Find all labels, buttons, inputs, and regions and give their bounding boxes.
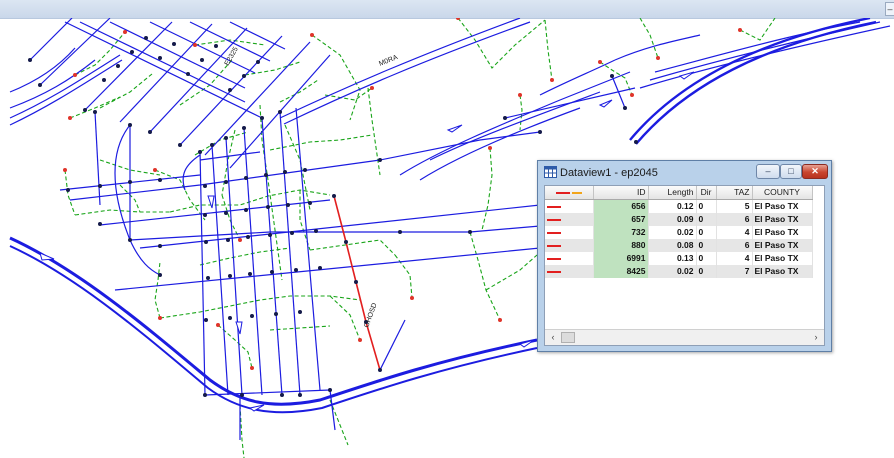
close-button[interactable]: ✕ xyxy=(802,164,828,179)
cell-id[interactable]: 880 xyxy=(593,239,649,252)
table-row[interactable]: 656 0.12 0 5 El Paso TX xyxy=(545,199,813,213)
minimize-button[interactable]: – xyxy=(885,2,894,16)
legend-accent-swatch xyxy=(571,191,582,194)
cell-dir[interactable]: 0 xyxy=(696,252,717,265)
column-header-id[interactable]: ID xyxy=(593,186,649,200)
centroid-connectors xyxy=(64,18,776,458)
cell-taz[interactable]: 5 xyxy=(716,199,753,213)
cell-county[interactable]: El Paso TX xyxy=(752,199,813,213)
cell-id[interactable]: 6991 xyxy=(593,252,649,265)
legend-header[interactable] xyxy=(545,186,594,200)
column-header-dir[interactable]: Dir xyxy=(696,186,717,200)
cell-county[interactable]: El Paso TX xyxy=(752,252,813,265)
row-legend-cell xyxy=(545,252,594,265)
dataview-table: ID Length Dir TAZ COUNTY 656 0.12 0 5 El… xyxy=(545,186,813,278)
cell-taz[interactable]: 7 xyxy=(716,265,753,278)
row-legend-cell xyxy=(545,213,594,226)
column-header-county[interactable]: COUNTY xyxy=(752,186,813,200)
selected-links xyxy=(333,195,381,371)
cell-dir[interactable]: 0 xyxy=(696,265,717,278)
network-nodes xyxy=(28,36,638,397)
map-window-titlebar: – xyxy=(0,0,894,19)
cell-length[interactable]: 0.02 xyxy=(648,226,697,239)
road-label-m0ra: M0RA xyxy=(378,54,399,68)
cell-dir[interactable]: 0 xyxy=(696,199,717,213)
row-line-swatch xyxy=(547,218,561,221)
row-line-swatch xyxy=(547,231,561,234)
horizontal-scrollbar[interactable]: ‹ › xyxy=(545,329,824,345)
cell-county[interactable]: El Paso TX xyxy=(752,213,813,226)
row-legend-cell xyxy=(545,199,594,213)
row-line-swatch xyxy=(547,205,561,208)
row-legend-cell xyxy=(545,226,594,239)
cell-id[interactable]: 656 xyxy=(593,199,649,213)
cell-taz[interactable]: 6 xyxy=(716,213,753,226)
cell-length[interactable]: 0.02 xyxy=(648,265,697,278)
column-header-length[interactable]: Length xyxy=(648,186,697,200)
cell-county[interactable]: El Paso TX xyxy=(752,239,813,252)
table-header-row: ID Length Dir TAZ COUNTY xyxy=(545,186,813,200)
taz-centroids xyxy=(63,18,742,370)
dataview-titlebar[interactable]: Dataview1 - ep2045 – □ ✕ xyxy=(538,161,831,185)
dataview-window[interactable]: Dataview1 - ep2045 – □ ✕ ID Length Dir T… xyxy=(537,160,832,352)
dataview-grid[interactable]: ID Length Dir TAZ COUNTY 656 0.12 0 5 El… xyxy=(544,185,825,346)
table-row[interactable]: 732 0.02 0 4 El Paso TX xyxy=(545,226,813,239)
scroll-right-arrow-icon[interactable]: › xyxy=(814,332,818,342)
maximize-button[interactable]: □ xyxy=(780,164,802,179)
table-row[interactable]: 6991 0.13 0 4 El Paso TX xyxy=(545,252,813,265)
row-legend-cell xyxy=(545,265,594,278)
cell-taz[interactable]: 4 xyxy=(716,226,753,239)
row-line-swatch xyxy=(547,244,561,247)
cell-id[interactable]: 8425 xyxy=(593,265,649,278)
cell-dir[interactable]: 0 xyxy=(696,239,717,252)
road-network-map[interactable]: M0RA E2325 GHOSD xyxy=(0,18,894,458)
table-row[interactable]: 8425 0.02 0 7 El Paso TX xyxy=(545,265,813,278)
row-line-swatch xyxy=(547,257,561,260)
dataview-table-icon xyxy=(544,166,557,178)
road-links xyxy=(9,18,891,440)
table-row[interactable]: 657 0.09 0 6 El Paso TX xyxy=(545,213,813,226)
cell-length[interactable]: 0.09 xyxy=(648,213,697,226)
row-line-swatch xyxy=(547,270,561,273)
dataview-title: Dataview1 - ep2045 xyxy=(560,167,658,179)
row-legend-cell xyxy=(545,239,594,252)
cell-length[interactable]: 0.12 xyxy=(648,199,697,213)
freeway-arrows xyxy=(39,71,695,412)
cell-dir[interactable]: 0 xyxy=(696,226,717,239)
legend-line-swatch xyxy=(555,191,570,194)
cell-taz[interactable]: 4 xyxy=(716,252,753,265)
scroll-left-arrow-icon[interactable]: ‹ xyxy=(551,332,555,342)
cell-length[interactable]: 0.08 xyxy=(648,239,697,252)
cell-length[interactable]: 0.13 xyxy=(648,252,697,265)
cell-id[interactable]: 732 xyxy=(593,226,649,239)
table-row[interactable]: 880 0.08 0 6 El Paso TX xyxy=(545,239,813,252)
cell-taz[interactable]: 6 xyxy=(716,239,753,252)
scrollbar-thumb[interactable] xyxy=(561,332,575,343)
column-header-taz[interactable]: TAZ xyxy=(716,186,753,200)
cell-county[interactable]: El Paso TX xyxy=(752,226,813,239)
cell-id[interactable]: 657 xyxy=(593,213,649,226)
road-label-ghosd: GHOSD xyxy=(363,302,378,329)
cell-dir[interactable]: 0 xyxy=(696,213,717,226)
minimize-button[interactable]: – xyxy=(756,164,780,179)
freeway-i10 xyxy=(9,236,538,414)
cell-county[interactable]: El Paso TX xyxy=(752,265,813,278)
